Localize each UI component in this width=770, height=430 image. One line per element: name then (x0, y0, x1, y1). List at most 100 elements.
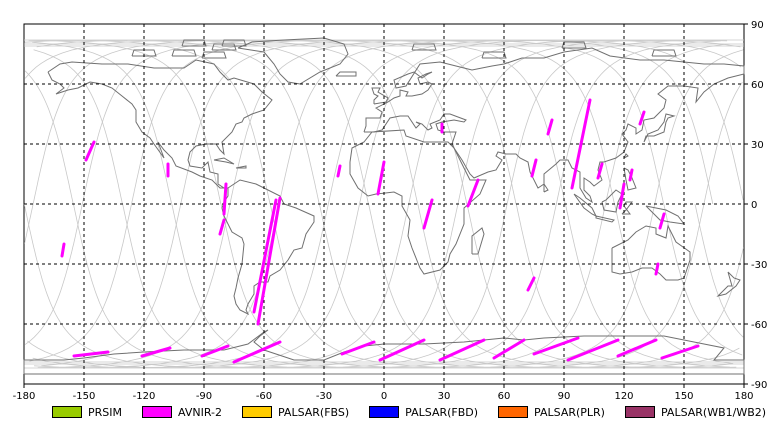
avnir-swath (84, 140, 96, 162)
orbit-track (368, 203, 744, 369)
orbit-track (37, 39, 615, 368)
coastline-arctic-island (181, 39, 207, 47)
orbit-track (220, 43, 725, 369)
coastline-arctic-island (201, 51, 227, 59)
avnir-swath (570, 98, 592, 190)
avnir-swath (218, 218, 226, 236)
coastline-south-america (221, 179, 315, 316)
coastline-new-zealand (716, 271, 741, 297)
avnir-swath (336, 164, 342, 178)
x-tick-label: 60 (498, 391, 511, 400)
legend-label-palsar-fbs: PALSAR(FBS) (277, 405, 350, 419)
x-tick-label: -150 (73, 391, 96, 400)
coastline-cuba (213, 157, 235, 165)
avnir-swath (378, 338, 426, 362)
avnir-swath (526, 276, 536, 292)
orbit-track (24, 39, 418, 244)
avnir-swath (492, 338, 526, 360)
y-tick-label: 60 (751, 80, 764, 91)
avnir-swath (422, 198, 434, 230)
x-tick-label: -30 (316, 391, 332, 400)
x-tick-label: 120 (614, 391, 633, 400)
y-tick-label: -90 (751, 380, 767, 391)
legend-label-prsim: PRSIM (88, 405, 122, 419)
legend-item-avnir2: AVNIR-2 (142, 406, 222, 419)
avnir-swath (654, 262, 660, 276)
avnir-swath (252, 198, 278, 314)
legend-item-palsar-plr: PALSAR(PLR) (498, 406, 605, 419)
grid-layer (24, 24, 744, 384)
legend-swatch-palsar-fbd (369, 406, 400, 418)
x-tick-label: -60 (256, 391, 272, 400)
orbit-track (29, 39, 517, 362)
legend-label-palsar-plr: PALSAR(PLR) (534, 405, 605, 419)
legend-label-avnir2: AVNIR-2 (178, 405, 222, 419)
avnir-swath (438, 338, 486, 362)
avnir-swath (256, 196, 282, 326)
x-tick-label: 90 (558, 391, 571, 400)
coastline-arctic-island (651, 49, 677, 57)
world-map: -180 -150 -120 -90 -60 -30 0 30 60 90 120 150 180 90 6… (13, 20, 768, 400)
legend-item-palsar-fbs: PALSAR(FBS) (241, 405, 350, 419)
avnir-swath (638, 110, 646, 126)
orbit-track (171, 40, 721, 369)
avnir-swath (532, 336, 580, 356)
y-tick-label: 90 (751, 20, 764, 31)
coastline-indonesia-java (595, 215, 615, 223)
orbit-track (417, 203, 740, 369)
avnir-swath (658, 212, 666, 230)
orbit-track (73, 39, 741, 369)
y-tick-label: 0 (751, 200, 757, 211)
legend-item-prsim: PRSIM (52, 406, 122, 419)
avnir-swath (616, 338, 658, 358)
coastline-hispaniola (235, 165, 247, 169)
orbit-track (32, 39, 714, 369)
coastline-taiwan (623, 153, 629, 159)
x-tick-label: 30 (438, 391, 451, 400)
x-tick-label: 0 (381, 391, 387, 400)
coastline-great-britain (371, 87, 389, 105)
avnir-swath (530, 158, 538, 178)
legend-swatch-avnir2 (142, 406, 172, 418)
coastline-madagascar (471, 227, 485, 255)
avnir-swath (618, 182, 626, 210)
orbit-track (269, 49, 744, 369)
legend-swatch-palsar-fbs (241, 406, 272, 418)
coastline-sri-lanka (543, 182, 549, 193)
coastline-africa (349, 129, 487, 275)
coastline-north-america (47, 59, 273, 189)
orbit-track (319, 81, 743, 369)
x-tick-label: -180 (13, 391, 36, 400)
coastline-australia (611, 224, 691, 281)
orbit-track (36, 39, 320, 205)
orbit-track (122, 39, 728, 369)
legend-swatch-palsar-plr (498, 406, 529, 418)
avnir-swath (200, 344, 230, 358)
coastline-borneo (601, 189, 623, 213)
y-tick-label: -30 (751, 260, 767, 271)
orbit-track (694, 203, 744, 338)
coastline-arctic-island (171, 49, 197, 57)
coastline-arctic-island (211, 43, 237, 51)
legend: PRSIM AVNIR-2 PALSAR(FBS) PALSAR(FBD) PA… (0, 400, 770, 424)
coastline-arctic-island (221, 39, 247, 47)
coastline-eurasia (363, 47, 745, 204)
x-tick-label: -90 (196, 391, 212, 400)
avnir-swath-layer (60, 98, 700, 364)
orbit-track (28, 40, 222, 205)
coastline-arctic-island (411, 43, 437, 51)
orbit-track (23, 39, 742, 369)
orbit-track (24, 70, 74, 205)
orbit-track (614, 203, 734, 365)
legend-swatch-palsar-wb (624, 406, 655, 418)
x-tick-label: 180 (734, 391, 753, 400)
avnir-swath (222, 182, 228, 216)
orbit-track (565, 203, 730, 368)
legend-label-palsar-fbd: PALSAR(FBD) (405, 405, 479, 419)
coastline-iceland (335, 71, 357, 77)
y-tick-label: 30 (751, 140, 764, 151)
avnir-swath (466, 178, 480, 208)
orbit-track (34, 39, 664, 369)
avnir-swath (628, 168, 634, 182)
